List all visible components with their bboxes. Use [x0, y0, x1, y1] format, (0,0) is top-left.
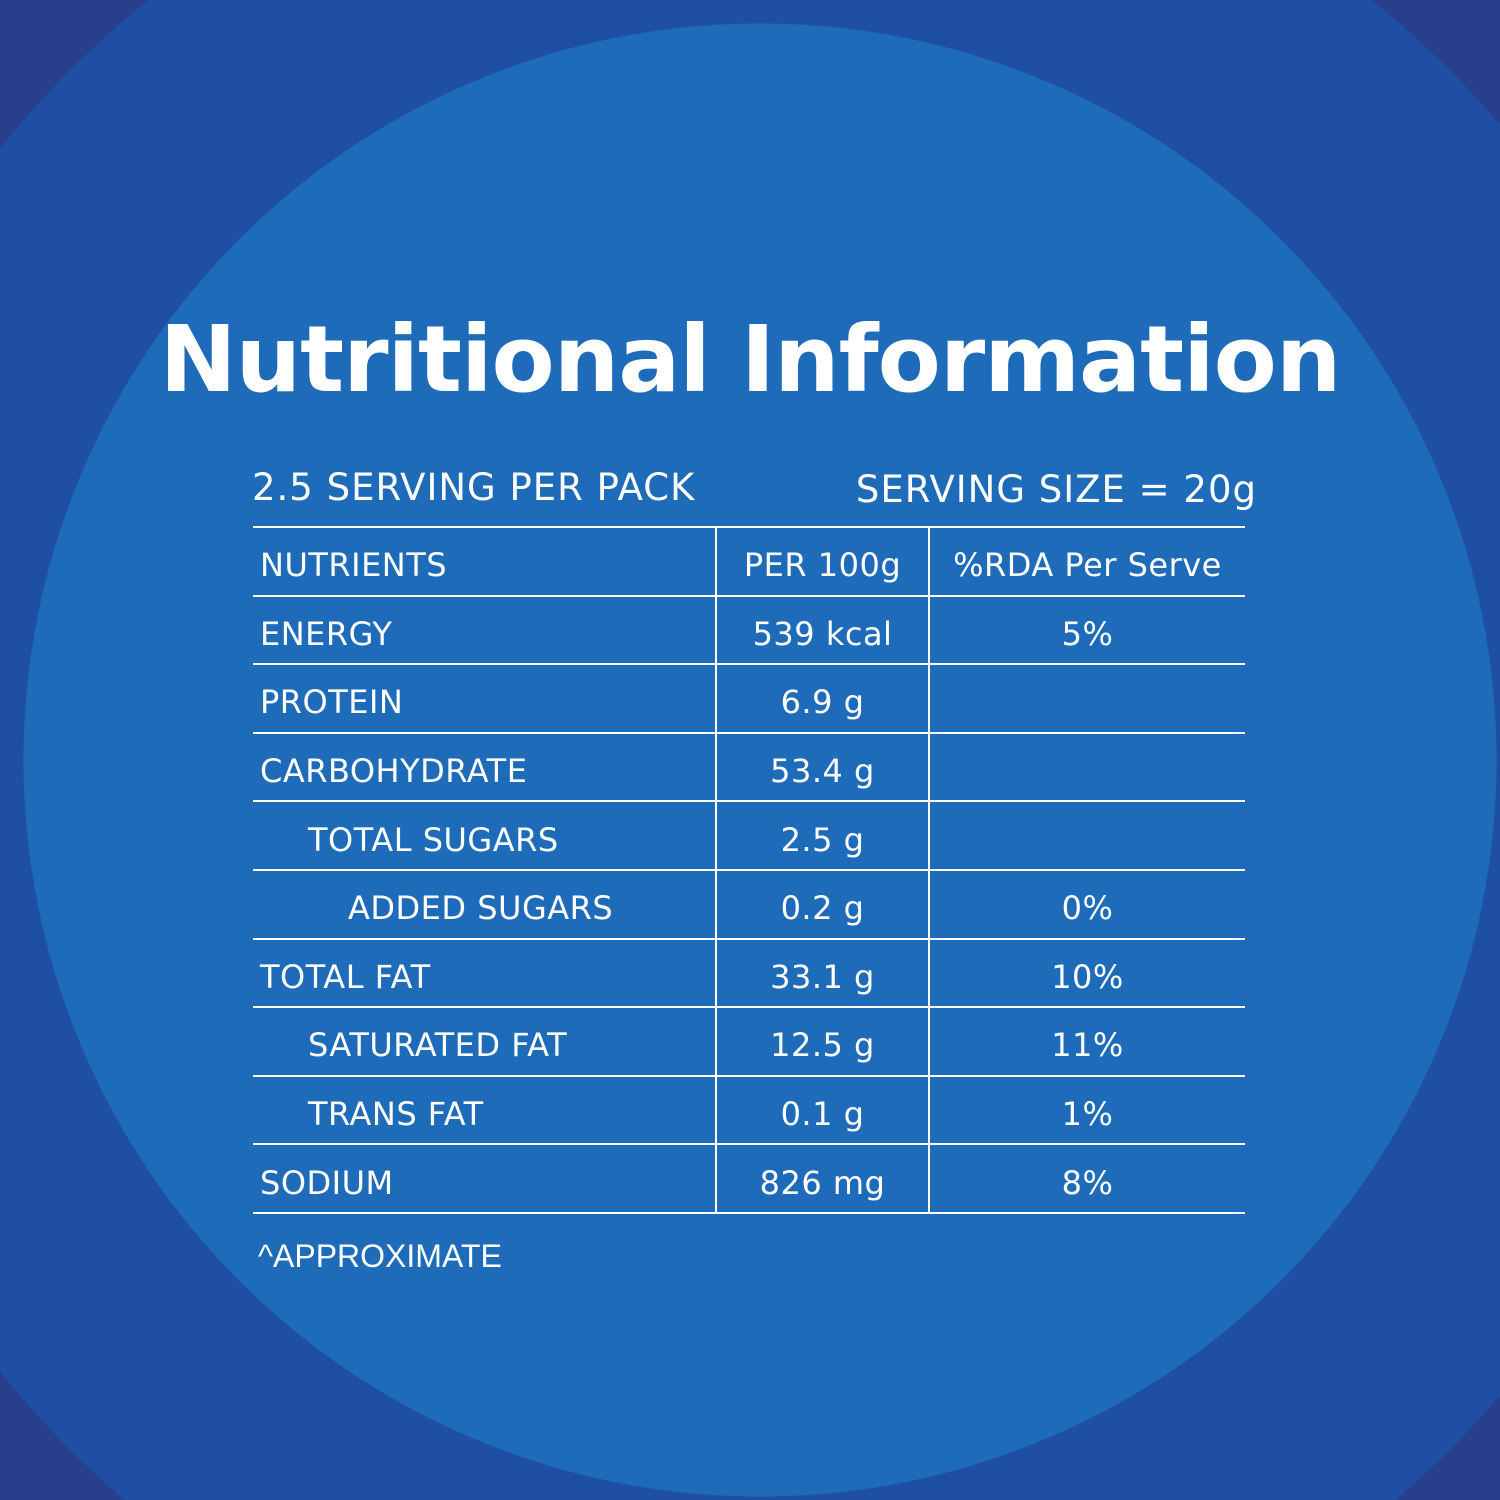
table-header-row: NUTRIENTS PER 100g %RDA Per Serve: [253, 526, 1245, 595]
table-row: ENERGY 539 kcal 5%: [253, 594, 1245, 664]
rda-value: 0%: [1061, 889, 1114, 928]
per-100g-value: 6.9 g: [717, 665, 930, 732]
table-row: PROTEIN 6.9 g: [253, 663, 1245, 732]
rda-value: 5%: [1061, 614, 1114, 653]
table-row: TOTAL FAT 33.1 g 10%: [253, 937, 1245, 1007]
table-row: SODIUM 826 mg 8%: [253, 1143, 1245, 1214]
nutrient-name: TOTAL SUGARS: [253, 802, 717, 869]
per-100g-value: 12.5 g: [717, 1008, 930, 1075]
nutrient-name: ADDED SUGARS: [253, 870, 717, 938]
page-title: Nutritional Information: [159, 306, 1342, 413]
table-row: TRANS FAT 0.1 g 1%: [253, 1074, 1245, 1144]
rda-value: [930, 802, 1245, 869]
per-100g-value: 2.5 g: [717, 802, 930, 869]
nutrient-name: CARBOHYDRATE: [253, 733, 717, 801]
footnote: ^APPROXIMATE: [258, 1238, 502, 1274]
header-rda: %RDA Per Serve: [953, 546, 1222, 585]
per-100g-value: 53.4 g: [717, 733, 930, 801]
header-nutrients: NUTRIENTS: [253, 528, 717, 595]
rda-value: [930, 734, 1245, 801]
table-row: CARBOHYDRATE 53.4 g: [253, 731, 1245, 801]
per-100g-value: 0.1 g: [717, 1076, 930, 1144]
nutrient-name: TOTAL FAT: [253, 939, 717, 1007]
nutrient-name: PROTEIN: [253, 665, 717, 732]
per-100g-value: 539 kcal: [717, 596, 930, 664]
table-row: ADDED SUGARS 0.2 g 0%: [253, 868, 1245, 938]
nutrition-table: NUTRIENTS PER 100g %RDA Per Serve ENERGY…: [253, 526, 1245, 1214]
rda-value: 11%: [1051, 1026, 1124, 1065]
table-row: SATURATED FAT 12.5 g 11%: [253, 1006, 1245, 1075]
nutrient-name: ENERGY: [253, 596, 717, 664]
rda-value: 1%: [1061, 1095, 1114, 1134]
servings-per-pack: 2.5 SERVING PER PACK: [252, 466, 696, 509]
rda-value: [930, 665, 1245, 732]
nutrient-name: SATURATED FAT: [253, 1008, 717, 1075]
serving-size: SERVING SIZE = 20g: [855, 468, 1257, 511]
table-row: TOTAL SUGARS 2.5 g: [253, 800, 1245, 869]
rda-value: 8%: [1061, 1163, 1114, 1202]
per-100g-value: 33.1 g: [717, 939, 930, 1007]
rda-value: 10%: [1051, 957, 1124, 996]
nutrient-name: TRANS FAT: [253, 1076, 717, 1144]
nutrient-name: SODIUM: [253, 1145, 717, 1212]
per-100g-value: 0.2 g: [717, 870, 930, 938]
per-100g-value: 826 mg: [717, 1145, 930, 1212]
header-per-100g: PER 100g: [717, 528, 930, 595]
